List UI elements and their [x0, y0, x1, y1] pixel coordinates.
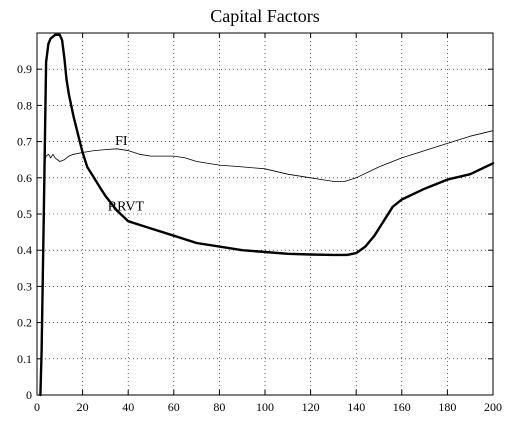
y-tick-label: 0.7 — [17, 135, 32, 149]
y-tick-label: 0.4 — [17, 243, 32, 257]
x-tick-label: 100 — [256, 400, 274, 414]
series-layer — [39, 33, 495, 397]
y-tick-label: 0.8 — [17, 98, 32, 112]
x-tick-label: 20 — [77, 400, 89, 414]
y-tick-label: 0.5 — [17, 207, 32, 221]
x-tick-label: 180 — [438, 400, 456, 414]
series-label-rrvt: RRVT — [108, 199, 145, 214]
axis-layer: 0 20 40 60 80 100 120 140 160 180 200 0 0.1 0.2 0.3 0.4… — [17, 33, 502, 414]
x-tick-label: 140 — [347, 400, 365, 414]
y-tick-label: 0.1 — [17, 352, 32, 366]
y-tick-label: 0.2 — [17, 316, 32, 330]
x-tick-label: 0 — [34, 400, 40, 414]
x-tick-label: 80 — [213, 400, 225, 414]
x-tick-label: 40 — [122, 400, 134, 414]
series-line-fi — [43, 130, 494, 182]
x-tick-label: 200 — [484, 400, 502, 414]
chart-title: Capital Factors — [210, 6, 319, 26]
y-tick-label: 0 — [26, 388, 32, 402]
series-label-fi: FI — [115, 134, 128, 149]
x-tick-label: 60 — [168, 400, 180, 414]
x-tick-label: 120 — [302, 400, 320, 414]
y-tick-label: 0.3 — [17, 279, 32, 293]
y-tick-label: 0.6 — [17, 171, 32, 185]
y-tick-label: 0.9 — [17, 62, 32, 76]
grid-layer — [37, 33, 493, 395]
series-line-rrvt — [39, 33, 495, 397]
x-tick-label: 160 — [393, 400, 411, 414]
annotation-layer: FI RRVT — [108, 134, 145, 214]
